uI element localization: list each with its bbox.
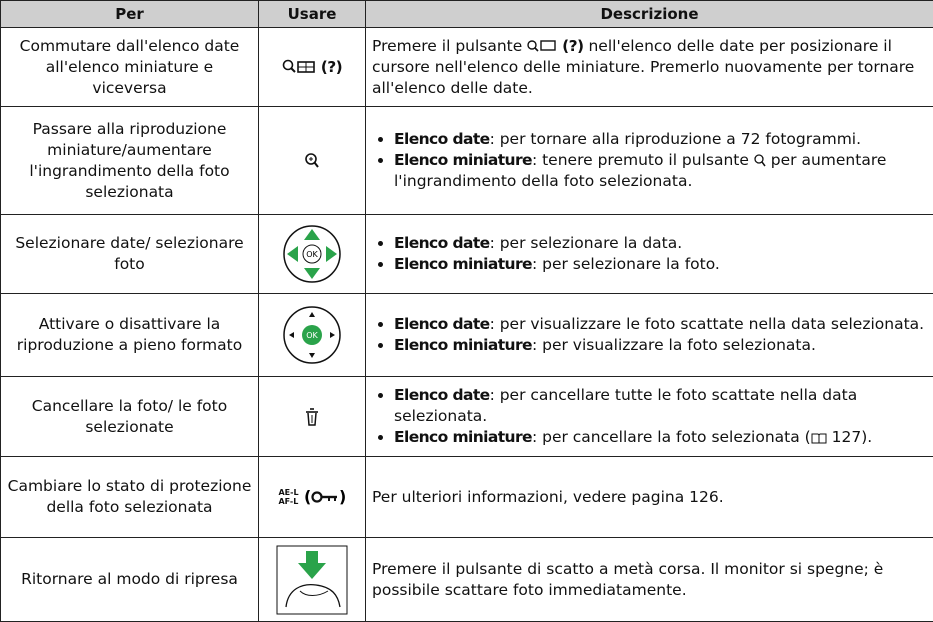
- cell: Premere il pulsante di scatto a metà cor…: [366, 538, 933, 622]
- term: Elenco date: [394, 315, 490, 333]
- multi-selector: OK: [282, 224, 342, 284]
- bullet: Elenco miniature: per selezionare la fot…: [394, 254, 927, 275]
- text: (?): [321, 58, 342, 76]
- bullet: Elenco miniature: per visualizzare la fo…: [394, 335, 927, 356]
- cell: Elenco date: per tornare alla riproduzio…: [366, 107, 933, 215]
- cell: Attivare o disattivare la riproduzione a…: [1, 294, 259, 377]
- text: 127).: [832, 428, 873, 446]
- bullet: Elenco date: per selezionare la data.: [394, 233, 927, 254]
- cell: [259, 107, 366, 215]
- header: Per: [1, 1, 259, 28]
- cell: Passare alla riproduzione miniature/aume…: [1, 107, 259, 215]
- cell: Elenco date: per selezionare la data. El…: [366, 215, 933, 294]
- text: : tenere premuto il pulsante: [532, 151, 749, 169]
- header: Descrizione: [366, 1, 933, 28]
- thumb-icon: [282, 58, 316, 76]
- ok-button: OK: [282, 305, 342, 365]
- svg-text:(: (: [304, 488, 311, 506]
- bullet: Elenco date: per tornare alla riproduzio…: [394, 129, 927, 150]
- bullet: Elenco date: per cancellare tutte le fot…: [394, 385, 927, 427]
- bullet: Elenco date: per visualizzare le foto sc…: [394, 314, 927, 335]
- book-icon: [811, 432, 827, 444]
- text: : per visualizzare le foto scattate nell…: [490, 315, 925, 333]
- term: Elenco date: [394, 130, 490, 148]
- cell: [259, 538, 366, 622]
- shutter-icon: [276, 545, 348, 615]
- term: Elenco miniature: [394, 255, 532, 273]
- cell: [259, 377, 366, 457]
- svg-text:OK: OK: [306, 331, 318, 340]
- cell: Cancellare la foto/ le foto selezionate: [1, 377, 259, 457]
- cell: Commutare dall'elenco date all'elenco mi…: [1, 28, 259, 107]
- text: Premere il pulsante: [372, 37, 522, 55]
- cell: Elenco date: per cancellare tutte le fot…: [366, 377, 933, 457]
- term: Elenco miniature: [394, 336, 532, 354]
- zoom-icon: [304, 152, 320, 170]
- svg-text:): ): [339, 488, 346, 506]
- term: Elenco date: [394, 386, 490, 404]
- text: : per selezionare la data.: [490, 234, 683, 252]
- cell: Ritornare al modo di ripresa: [1, 538, 259, 622]
- protect-icon: (): [304, 488, 346, 506]
- text: (?): [562, 37, 583, 55]
- text: : per visualizzare la foto selezionata.: [532, 336, 816, 354]
- trash-icon: [305, 408, 319, 426]
- cell: Per ulteriori informazioni, vedere pagin…: [366, 457, 933, 538]
- term: Elenco miniature: [394, 151, 532, 169]
- cell: Cambiare lo stato di protezione della fo…: [1, 457, 259, 538]
- text: AF-L: [278, 497, 298, 506]
- text: : per selezionare la foto.: [532, 255, 720, 273]
- thumb-icon: [527, 39, 557, 53]
- term: Elenco date: [394, 234, 490, 252]
- cell: Selezionare date/ selezionare foto: [1, 215, 259, 294]
- cell: OK: [259, 215, 366, 294]
- text: : per cancellare la foto selezionata (: [532, 428, 811, 446]
- bullet: Elenco miniature: per cancellare la foto…: [394, 427, 927, 448]
- text: : per tornare alla riproduzione a 72 fot…: [490, 130, 861, 148]
- text: AE-L: [278, 488, 298, 497]
- cell: Elenco date: per visualizzare le foto sc…: [366, 294, 933, 377]
- cell: OK: [259, 294, 366, 377]
- cell: Premere il pulsante (?) nell'elenco dell…: [366, 28, 933, 107]
- bullet: Elenco miniature: tenere premuto il puls…: [394, 150, 927, 192]
- zoom-icon: [754, 154, 766, 168]
- term: Elenco miniature: [394, 428, 532, 446]
- cell: (?): [259, 28, 366, 107]
- svg-text:OK: OK: [306, 250, 318, 259]
- header: Usare: [259, 1, 366, 28]
